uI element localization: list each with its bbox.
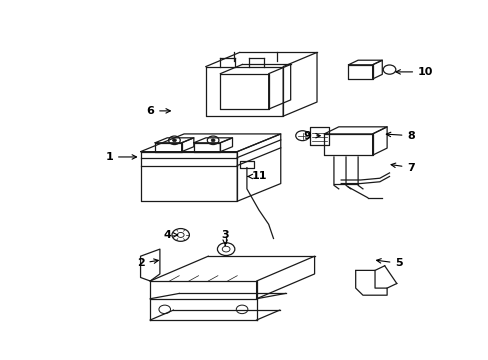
Text: 7: 7: [390, 163, 414, 172]
Text: 10: 10: [395, 67, 432, 77]
Text: 5: 5: [376, 258, 402, 268]
Circle shape: [172, 139, 176, 142]
Circle shape: [211, 139, 215, 142]
Text: 6: 6: [146, 106, 170, 116]
Text: 4: 4: [163, 230, 177, 240]
Text: 1: 1: [105, 152, 136, 162]
Text: 8: 8: [386, 131, 414, 141]
Text: 9: 9: [303, 131, 320, 141]
Text: 3: 3: [221, 230, 228, 246]
Text: 2: 2: [137, 258, 158, 268]
Text: 11: 11: [247, 171, 266, 181]
